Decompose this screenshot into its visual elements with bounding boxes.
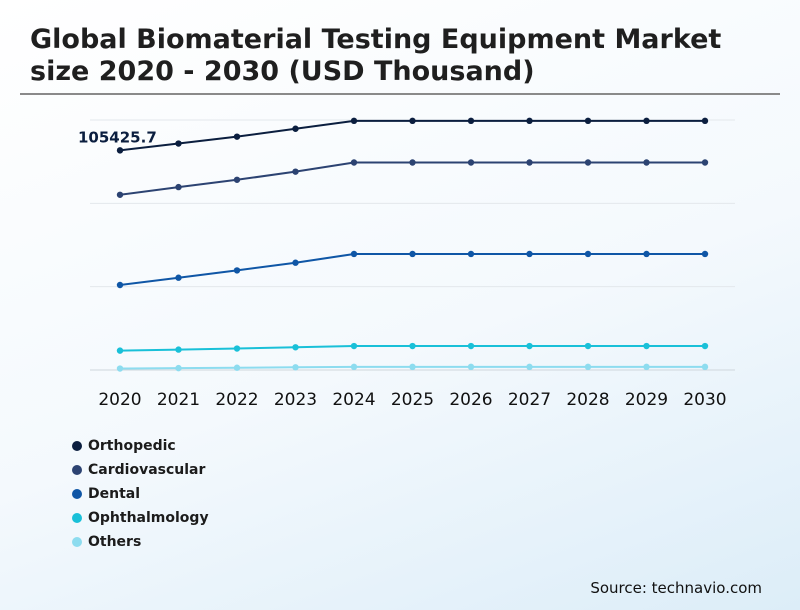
legend-marker-icon bbox=[72, 465, 82, 475]
data-label: 105425.7 bbox=[78, 128, 157, 146]
data-point bbox=[526, 117, 533, 125]
data-point bbox=[643, 342, 650, 350]
x-tick-label: 2020 bbox=[98, 390, 141, 410]
legend-item: Orthopedic bbox=[72, 434, 209, 458]
x-tick-label: 2021 bbox=[157, 390, 200, 410]
source-credit: Source: technavio.com bbox=[590, 579, 762, 597]
x-tick-label: 2029 bbox=[625, 390, 668, 410]
data-point bbox=[643, 250, 650, 258]
legend-label: Cardiovascular bbox=[88, 462, 206, 478]
chart-legend: Orthopedic Cardiovascular Dental Ophthalmol… bbox=[72, 434, 209, 554]
legend-label: Dental bbox=[88, 486, 141, 502]
x-tick-label: 2024 bbox=[332, 390, 375, 410]
x-tick-label: 2027 bbox=[508, 390, 551, 410]
legend-label: Orthopedic bbox=[88, 438, 176, 454]
data-point bbox=[467, 159, 475, 166]
series-line bbox=[119, 252, 705, 286]
data-point bbox=[350, 342, 358, 350]
data-point bbox=[584, 250, 592, 258]
data-point bbox=[643, 159, 650, 166]
data-point bbox=[701, 363, 709, 371]
legend-marker-icon bbox=[72, 513, 82, 523]
data-point bbox=[292, 344, 299, 351]
data-point bbox=[233, 364, 241, 371]
chart-title: Global Biomaterial Testing Equipment Mar… bbox=[30, 24, 722, 87]
legend-item: Others bbox=[72, 530, 209, 554]
data-point bbox=[233, 133, 241, 140]
data-point bbox=[175, 183, 182, 191]
data-point bbox=[584, 117, 592, 125]
data-point bbox=[409, 250, 416, 258]
data-point bbox=[175, 364, 182, 372]
data-point bbox=[467, 250, 475, 258]
data-point bbox=[584, 159, 592, 166]
data-point bbox=[409, 117, 416, 125]
series-line bbox=[119, 161, 705, 196]
legend-item: Ophthalmology bbox=[72, 506, 209, 530]
data-point bbox=[233, 345, 241, 352]
data-point bbox=[526, 250, 533, 258]
data-point bbox=[233, 176, 241, 183]
data-point bbox=[467, 117, 475, 125]
x-tick-label: 2023 bbox=[274, 390, 317, 410]
legend-marker-icon bbox=[72, 537, 82, 547]
x-tick-label: 2030 bbox=[683, 390, 726, 410]
x-tick-label: 2028 bbox=[566, 390, 609, 410]
legend-label: Others bbox=[88, 534, 142, 550]
x-tick-label: 2022 bbox=[215, 390, 258, 410]
data-point bbox=[701, 342, 709, 350]
data-point bbox=[233, 267, 241, 274]
data-point bbox=[409, 159, 416, 166]
x-tick-label: 2025 bbox=[391, 390, 434, 410]
title-divider bbox=[20, 93, 780, 95]
line-chart: 105425.7 2020 2021 2022 2023 2024 2025 2026 2027… bbox=[78, 117, 735, 410]
data-point bbox=[526, 363, 533, 371]
data-point bbox=[584, 342, 592, 350]
data-point bbox=[701, 250, 709, 258]
data-point bbox=[292, 168, 299, 175]
legend-label: Ophthalmology bbox=[88, 510, 209, 526]
data-point bbox=[643, 363, 650, 371]
data-point bbox=[116, 347, 124, 354]
data-point bbox=[409, 363, 416, 371]
data-point bbox=[701, 117, 709, 125]
data-point bbox=[467, 342, 475, 350]
data-point bbox=[350, 250, 358, 258]
legend-item: Cardiovascular bbox=[72, 458, 209, 482]
x-tick-label: 2026 bbox=[449, 390, 492, 410]
data-point bbox=[292, 364, 299, 371]
data-point bbox=[643, 117, 650, 125]
data-point bbox=[292, 125, 299, 132]
data-point bbox=[116, 191, 124, 198]
data-point bbox=[175, 140, 182, 147]
data-point bbox=[526, 159, 533, 166]
series-line bbox=[119, 119, 705, 152]
data-point bbox=[175, 346, 182, 353]
data-point bbox=[350, 363, 358, 371]
data-point bbox=[701, 159, 709, 166]
data-point bbox=[526, 342, 533, 350]
data-point bbox=[467, 363, 475, 371]
legend-marker-icon bbox=[72, 489, 82, 499]
legend-item: Dental bbox=[72, 482, 209, 506]
data-point bbox=[116, 281, 124, 289]
data-point bbox=[584, 363, 592, 371]
data-point bbox=[175, 274, 182, 281]
data-point bbox=[116, 147, 124, 154]
data-point bbox=[292, 259, 299, 266]
legend-marker-icon bbox=[72, 441, 82, 451]
data-point bbox=[350, 117, 358, 125]
data-point bbox=[116, 365, 124, 372]
data-point bbox=[350, 159, 358, 166]
data-point bbox=[409, 342, 416, 350]
